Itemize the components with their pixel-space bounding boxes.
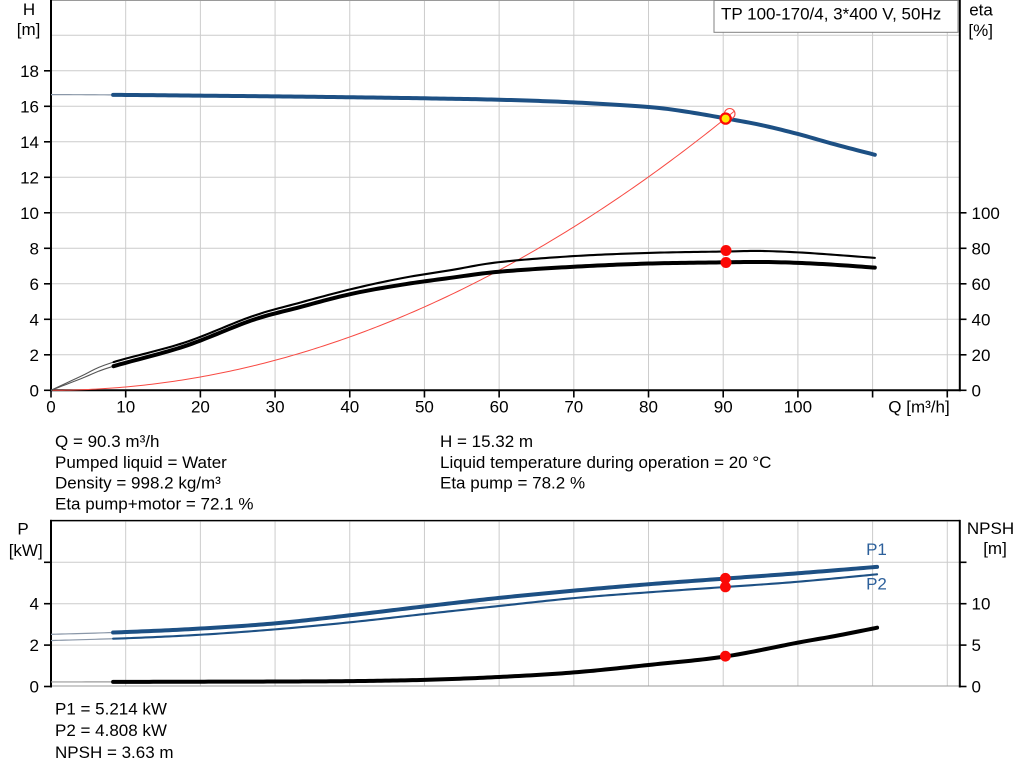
svg-text:40: 40	[340, 397, 359, 416]
svg-text:80: 80	[972, 239, 991, 258]
svg-text:90: 90	[714, 397, 733, 416]
svg-text:Q [m³/h]: Q [m³/h]	[888, 397, 949, 416]
svg-text:TP 100-170/4, 3*400 V, 50Hz: TP 100-170/4, 3*400 V, 50Hz	[721, 5, 941, 24]
svg-text:4: 4	[30, 310, 39, 329]
svg-text:5: 5	[972, 636, 981, 655]
svg-text:80: 80	[639, 397, 658, 416]
svg-text:18: 18	[20, 62, 39, 81]
svg-text:0: 0	[30, 678, 39, 697]
svg-text:NPSH: NPSH	[967, 519, 1014, 538]
svg-text:30: 30	[266, 397, 285, 416]
svg-text:Q = 90.3 m³/h: Q = 90.3 m³/h	[55, 432, 159, 451]
svg-text:P2: P2	[866, 575, 887, 594]
svg-text:12: 12	[20, 168, 39, 187]
svg-text:10: 10	[116, 397, 135, 416]
svg-text:Density = 998.2 kg/m³: Density = 998.2 kg/m³	[55, 474, 221, 493]
svg-text:H: H	[23, 0, 35, 19]
svg-text:0: 0	[46, 397, 55, 416]
svg-text:40: 40	[972, 310, 991, 329]
svg-text:10: 10	[972, 595, 991, 614]
svg-text:60: 60	[490, 397, 509, 416]
svg-text:2: 2	[30, 346, 39, 365]
svg-text:[m]: [m]	[983, 539, 1007, 558]
svg-text:eta: eta	[969, 0, 993, 19]
svg-text:[%]: [%]	[968, 21, 993, 40]
svg-text:60: 60	[972, 275, 991, 294]
svg-text:14: 14	[20, 133, 39, 152]
svg-text:0: 0	[972, 381, 981, 400]
svg-text:10: 10	[20, 204, 39, 223]
svg-text:Eta pump = 78.2 %: Eta pump = 78.2 %	[440, 474, 585, 493]
svg-text:[m]: [m]	[17, 20, 41, 39]
svg-text:20: 20	[972, 346, 991, 365]
svg-text:2: 2	[30, 636, 39, 655]
svg-text:H = 15.32 m: H = 15.32 m	[440, 432, 533, 451]
svg-text:0: 0	[30, 381, 39, 400]
svg-text:70: 70	[564, 397, 583, 416]
svg-text:Eta pump+motor = 72.1 %: Eta pump+motor = 72.1 %	[55, 495, 253, 514]
svg-text:4: 4	[30, 595, 39, 614]
svg-text:100: 100	[784, 397, 812, 416]
svg-text:P1: P1	[866, 540, 887, 559]
svg-text:NPSH = 3.63 m: NPSH = 3.63 m	[55, 743, 174, 762]
svg-text:100: 100	[972, 204, 1000, 223]
svg-text:0: 0	[972, 678, 981, 697]
svg-text:P2 = 4.808 kW: P2 = 4.808 kW	[55, 721, 167, 740]
svg-text:20: 20	[191, 397, 210, 416]
svg-text:P: P	[17, 520, 28, 539]
svg-text:Liquid temperature during oper: Liquid temperature during operation = 20…	[440, 453, 771, 472]
svg-text:[kW]: [kW]	[9, 541, 43, 560]
svg-text:P1 = 5.214 kW: P1 = 5.214 kW	[55, 699, 167, 718]
svg-text:50: 50	[415, 397, 434, 416]
svg-text:Pumped liquid = Water: Pumped liquid = Water	[55, 453, 227, 472]
svg-text:16: 16	[20, 97, 39, 116]
svg-text:8: 8	[30, 239, 39, 258]
svg-text:6: 6	[30, 275, 39, 294]
